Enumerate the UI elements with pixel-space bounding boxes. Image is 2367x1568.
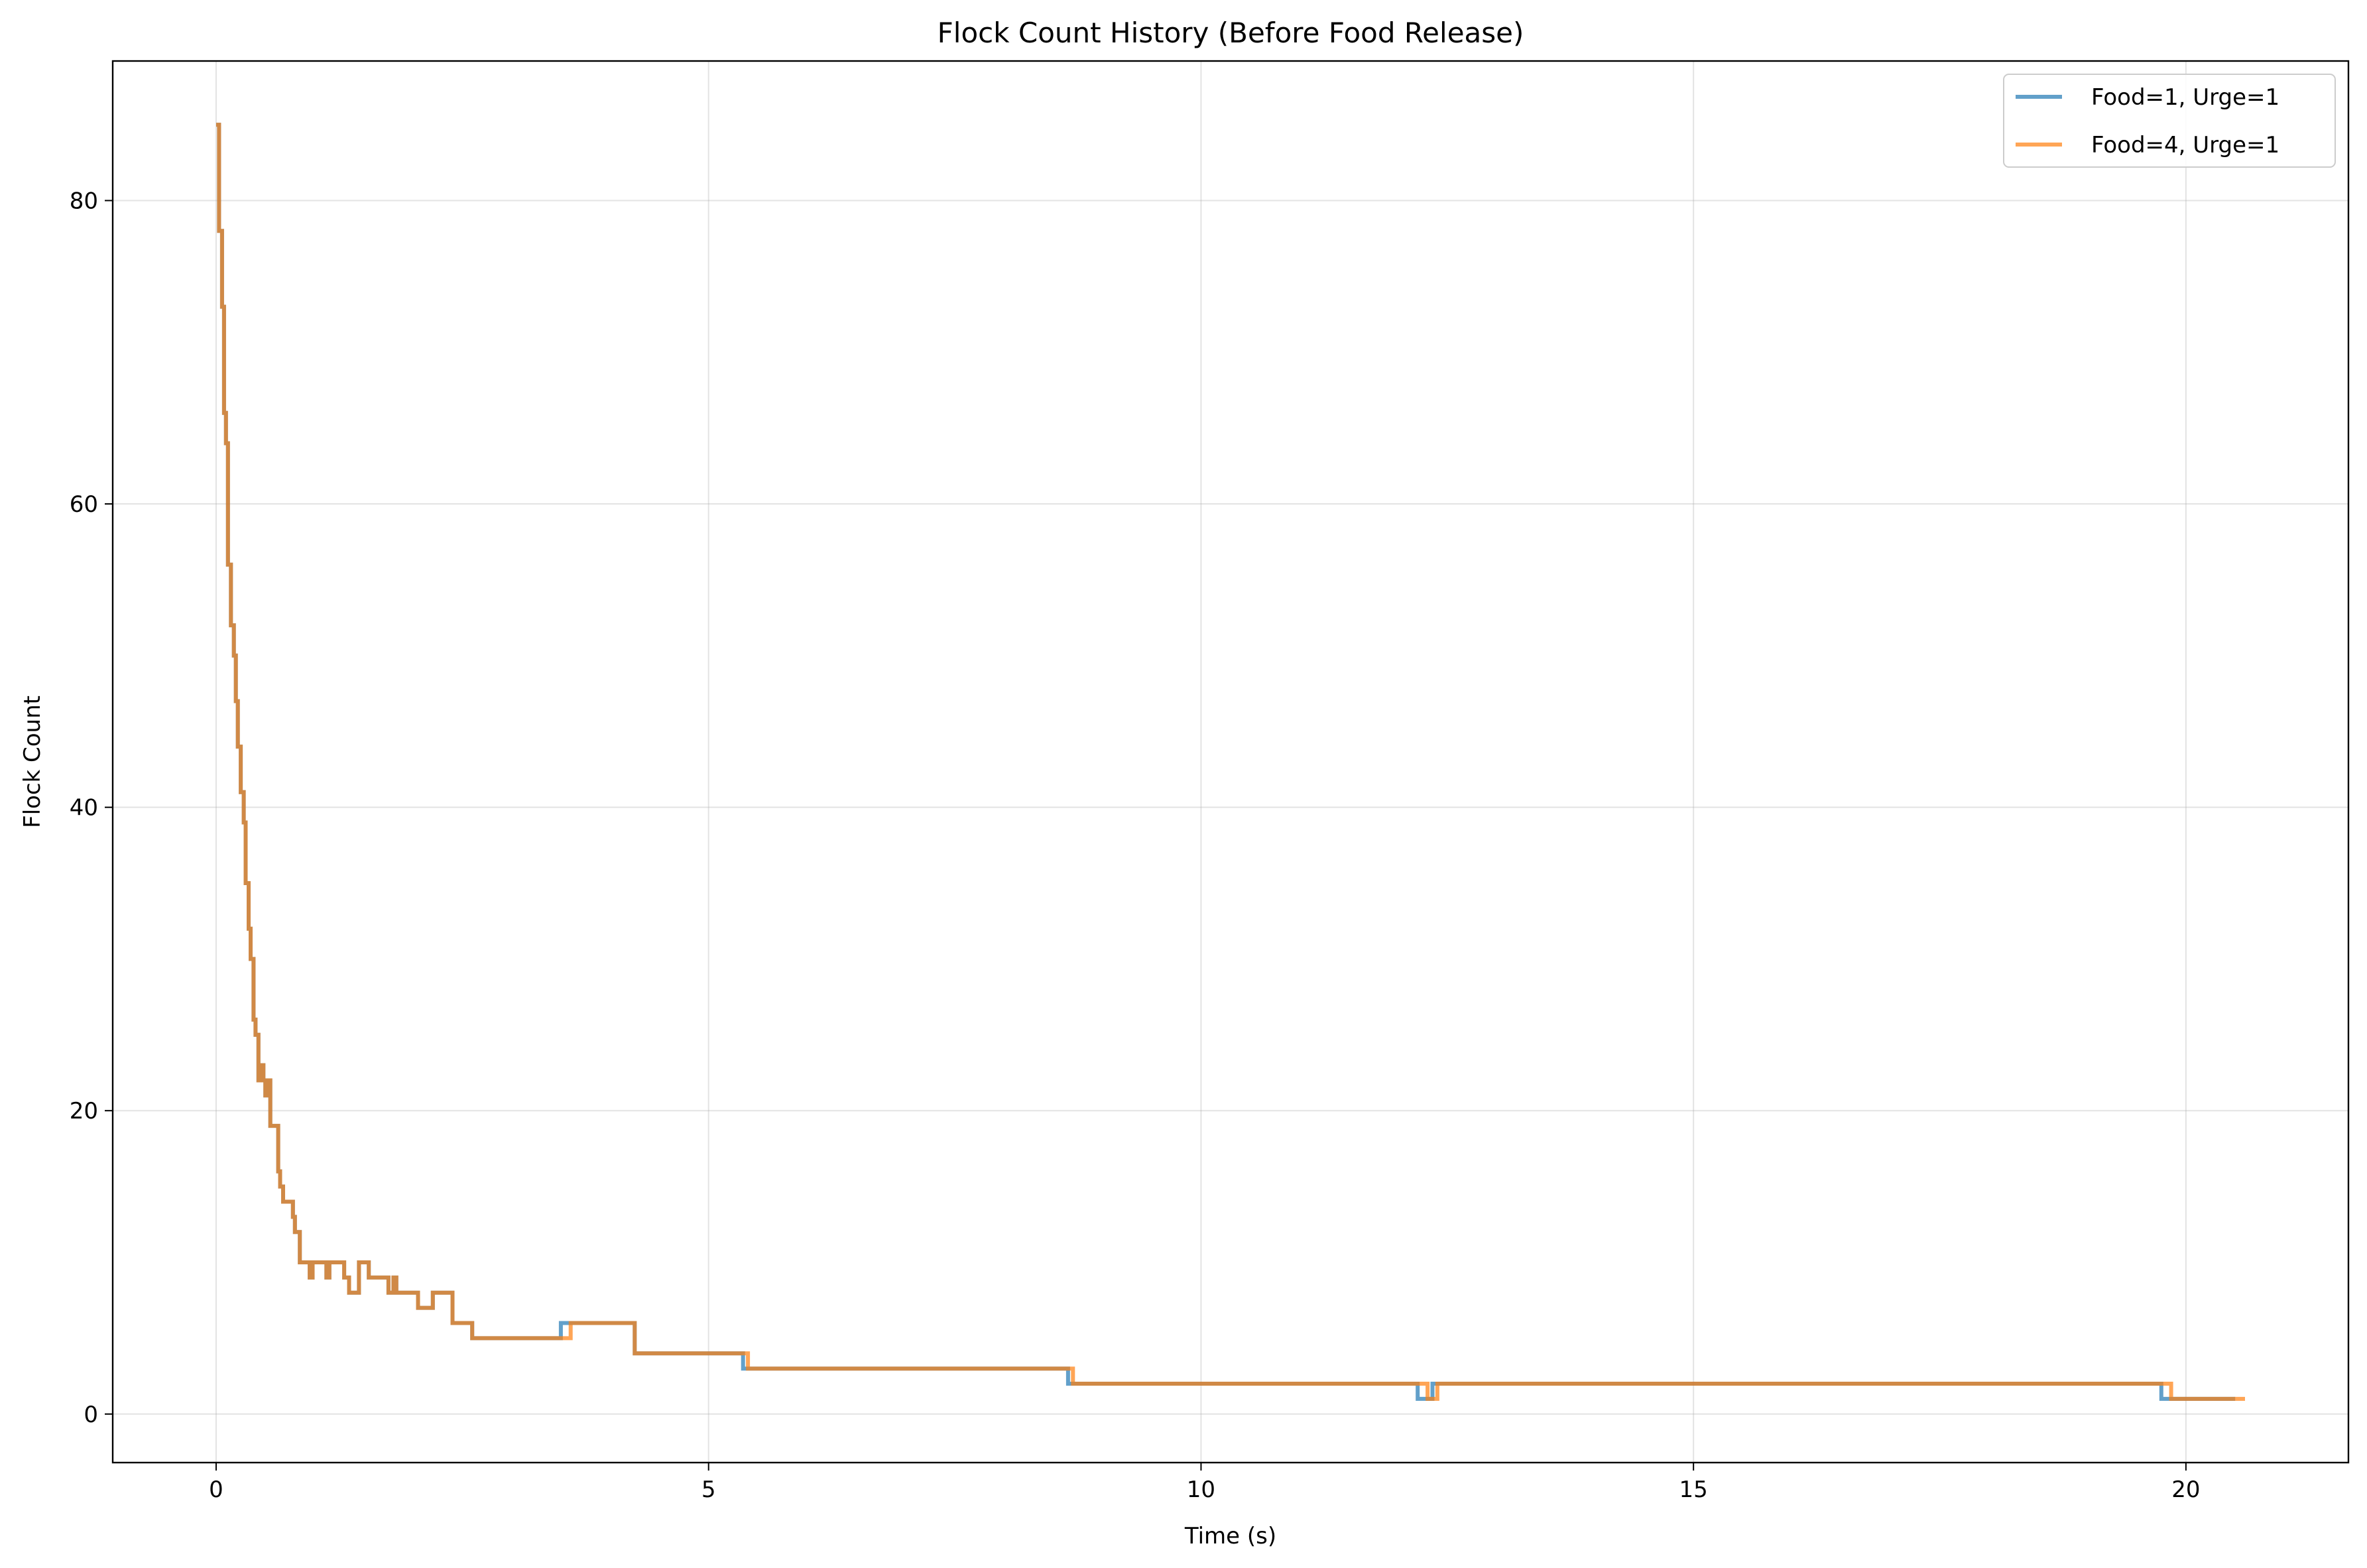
x-tick-label: 10	[1187, 1477, 1215, 1503]
x-axis-label: Time (s)	[1184, 1523, 1276, 1549]
y-tick-label: 80	[70, 188, 98, 214]
y-tick-label: 40	[70, 795, 98, 821]
y-tick-label: 0	[84, 1402, 98, 1428]
axis-ticks: 0 5 10 15 20 0 20 40 60 80	[70, 188, 2201, 1503]
x-tick-label: 15	[1679, 1477, 1708, 1503]
legend-label-food-4: Food=4, Urge=1	[2091, 132, 2279, 158]
grid	[113, 61, 2348, 1463]
x-tick-label: 20	[2171, 1477, 2200, 1503]
y-tick-label: 20	[70, 1098, 98, 1124]
legend-label-food-1: Food=1, Urge=1	[2091, 84, 2279, 111]
legend: Food=1, Urge=1 Food=4, Urge=1	[2003, 74, 2336, 168]
plot-series	[216, 123, 2245, 1401]
x-tick-label: 5	[701, 1477, 716, 1503]
legend-box	[2003, 74, 2336, 168]
x-tick-label: 0	[209, 1477, 223, 1503]
plot-frame	[111, 60, 2350, 1464]
series-line-food-4-urge-1	[216, 123, 2245, 1401]
y-axis-label: Flock Count	[19, 695, 46, 828]
y-tick-label: 60	[70, 491, 98, 518]
chart-title: Flock Count History (Before Food Release…	[938, 17, 1524, 49]
